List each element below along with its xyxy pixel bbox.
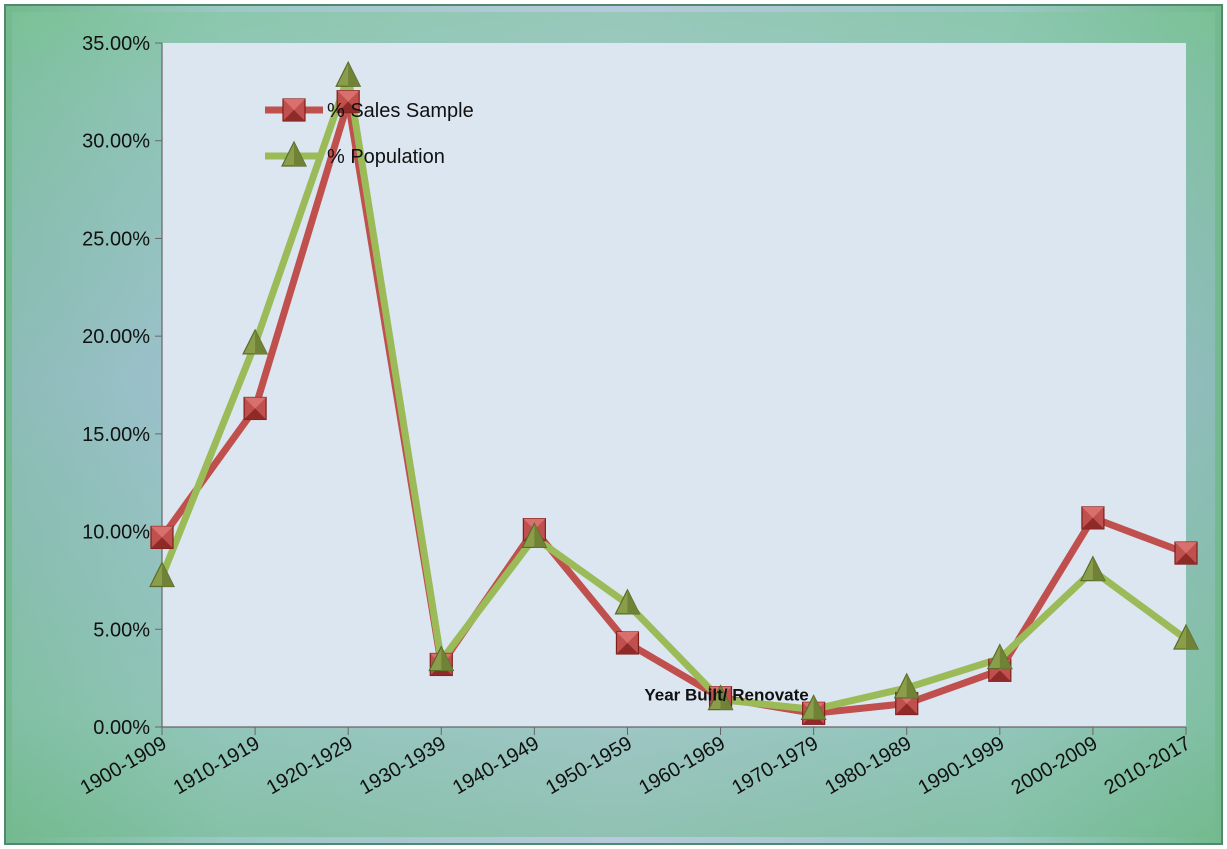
x-tick-label: 1900-1909 bbox=[77, 732, 171, 799]
x-axis-title: Year Built/ Renovate bbox=[644, 686, 808, 705]
population-point bbox=[428, 645, 455, 672]
x-tick-label: 1930-1939 bbox=[356, 732, 450, 799]
square-marker-facet bbox=[244, 408, 267, 420]
triangle-marker-facet bbox=[162, 562, 174, 587]
square-marker-facet bbox=[1081, 506, 1104, 518]
triangle-marker-facet bbox=[348, 62, 361, 87]
square-marker-facet bbox=[616, 631, 639, 643]
square-marker-facet bbox=[151, 526, 173, 538]
population-point bbox=[986, 643, 1013, 670]
x-tick-label: 2010-2017 bbox=[1101, 732, 1195, 799]
y-tick-label: 35.00% bbox=[82, 33, 150, 55]
triangle-marker-facet bbox=[906, 673, 919, 698]
legend-label-population: % Population bbox=[327, 146, 445, 168]
x-tick-label: 1980-1989 bbox=[821, 732, 915, 799]
triangle-marker-facet bbox=[999, 644, 1012, 669]
population-point bbox=[149, 561, 175, 588]
population-point bbox=[521, 522, 548, 549]
y-tick-label: 20.00% bbox=[82, 326, 150, 348]
population-point bbox=[893, 672, 920, 699]
sales-sample-point bbox=[336, 90, 360, 114]
population-point bbox=[335, 60, 362, 87]
legend-marker-population bbox=[281, 140, 307, 167]
y-tick-label: 15.00% bbox=[82, 424, 150, 446]
sales-sample-point bbox=[615, 631, 640, 655]
triangle-marker-facet bbox=[627, 589, 640, 614]
sales-sample-point bbox=[243, 396, 267, 421]
x-tick-label: 1940-1949 bbox=[449, 732, 543, 799]
square-marker-facet bbox=[1175, 553, 1197, 565]
legend-label-sales-sample: % Sales Sample bbox=[327, 100, 474, 122]
population-point bbox=[1173, 623, 1199, 650]
y-tick-label: 25.00% bbox=[82, 228, 150, 250]
population-point bbox=[614, 588, 641, 615]
y-tick-label: 0.00% bbox=[93, 717, 150, 739]
square-marker-facet bbox=[337, 90, 360, 102]
triangle-marker-facet bbox=[255, 329, 268, 354]
square-marker-facet bbox=[1175, 542, 1197, 554]
population-point bbox=[1079, 555, 1106, 582]
population-point bbox=[800, 694, 827, 721]
y-tick-label: 10.00% bbox=[82, 522, 150, 544]
triangle-marker-facet bbox=[534, 523, 547, 548]
triangle-marker-facet bbox=[441, 646, 454, 671]
population-point bbox=[242, 328, 269, 355]
x-tick-label: 1960-1969 bbox=[635, 732, 729, 799]
x-tick-label: 1950-1959 bbox=[542, 732, 636, 799]
legend-marker-sales-sample bbox=[282, 98, 306, 122]
population-point bbox=[707, 684, 734, 711]
y-tick-label: 5.00% bbox=[93, 619, 150, 641]
x-tick-label: 1970-1979 bbox=[728, 732, 822, 799]
square-marker-facet bbox=[616, 642, 639, 654]
population-line bbox=[158, 72, 1189, 713]
sales-sample-point bbox=[1081, 506, 1105, 530]
x-tick-label: 2000-2009 bbox=[1008, 732, 1102, 799]
triangle-marker-facet bbox=[1186, 625, 1198, 650]
triangle-marker-facet bbox=[1092, 556, 1105, 581]
x-tick-label: 1920-1929 bbox=[263, 732, 357, 799]
square-marker-facet bbox=[244, 397, 267, 409]
sales-sample-point bbox=[150, 525, 174, 550]
triangle-marker-facet bbox=[813, 695, 826, 720]
series-layer bbox=[149, 60, 1199, 725]
legend: % Sales Sample % Population bbox=[265, 98, 474, 168]
x-tick-label: 1910-1919 bbox=[170, 732, 264, 799]
square-marker-facet bbox=[283, 110, 305, 121]
square-marker-facet bbox=[895, 703, 918, 715]
triangle-marker-facet bbox=[720, 685, 733, 710]
triangle-marker-facet bbox=[294, 142, 306, 166]
y-tick-label: 30.00% bbox=[82, 131, 150, 153]
square-marker-facet bbox=[283, 99, 305, 110]
square-marker-facet bbox=[151, 537, 173, 549]
square-marker-facet bbox=[1081, 517, 1104, 529]
x-tick-label: 1990-1999 bbox=[914, 732, 1008, 799]
square-marker-facet bbox=[337, 101, 360, 113]
square-marker-facet bbox=[988, 670, 1011, 682]
sales-sample-point bbox=[1174, 541, 1198, 565]
